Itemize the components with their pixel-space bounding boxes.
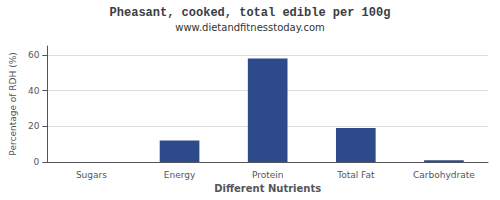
svg-text:Total Fat: Total Fat [336,170,375,180]
svg-text:20: 20 [28,121,40,131]
svg-text:Different Nutrients: Different Nutrients [214,183,321,194]
svg-text:Carbohydrate: Carbohydrate [413,170,475,180]
svg-text:www.dietandfitnesstoday.com: www.dietandfitnesstoday.com [175,22,324,33]
svg-text:Sugars: Sugars [76,170,107,180]
svg-text:0: 0 [34,157,40,167]
svg-text:40: 40 [28,86,40,96]
svg-text:Protein: Protein [252,170,284,180]
svg-text:Energy: Energy [164,170,196,180]
svg-text:60: 60 [28,50,40,60]
svg-text:Percentage of RDH (%): Percentage of RDH (%) [8,52,18,155]
svg-text:Pheasant, cooked, total edible: Pheasant, cooked, total edible per 100g [110,6,391,20]
